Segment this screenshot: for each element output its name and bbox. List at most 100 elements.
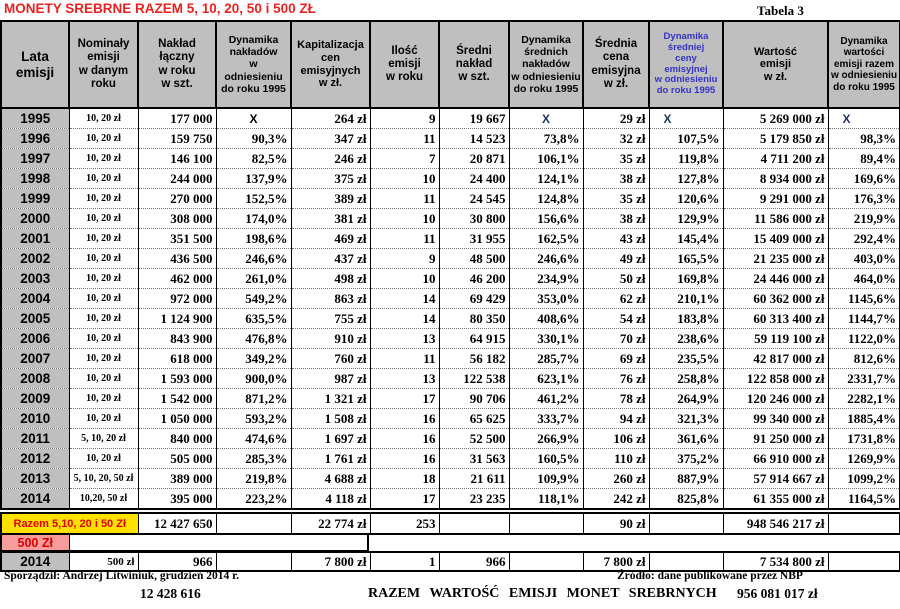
data-cell: 349,2% <box>215 348 291 369</box>
data-cell: 618 000 <box>137 348 216 369</box>
year-row: 2002 10, 20 zł 436 500 246,6% 437 zł 9 48 500 2… <box>1 248 900 269</box>
data-cell <box>508 552 583 571</box>
year-cell: 2014 <box>1 552 69 571</box>
year-row: 2005 10, 20 zł 1 124 900 635,5% 755 zł 14 80 3… <box>1 308 900 329</box>
data-cell: 177 000 <box>137 108 216 129</box>
data-cell: 70 zł <box>582 328 649 349</box>
data-cell: 1 321 zł <box>290 388 370 409</box>
data-cell: 347 zł <box>290 128 370 149</box>
data-cell: 1885,4% <box>827 408 900 429</box>
data-cell: 59 119 100 zł <box>722 328 828 349</box>
data-cell: 31 955 <box>438 228 509 249</box>
year-row: 2011 5, 10, 20 zł 840 000 474,6% 1 697 zł 16 5… <box>1 428 900 449</box>
data-cell: 11 <box>369 128 439 149</box>
year-row: 2006 10, 20 zł 843 900 476,8% 910 zł 13 64 915… <box>1 328 900 349</box>
data-cell: 843 900 <box>137 328 216 349</box>
data-cell <box>827 552 900 571</box>
data-cell: 21 235 000 zł <box>722 248 828 269</box>
data-cell: 91 250 000 zł <box>722 428 828 449</box>
data-cell: 10, 20 zł <box>68 148 138 169</box>
data-cell: 10, 20 zł <box>68 108 138 129</box>
year-cell: 2008 <box>1 368 69 389</box>
year-row: 2001 10, 20 zł 351 500 198,6% 469 zł 11 31 955… <box>1 228 900 249</box>
data-cell: 812,6% <box>827 348 900 369</box>
data-cell: 505 000 <box>137 448 216 469</box>
data-cell: 13 <box>369 328 439 349</box>
data-cell: 10 <box>369 208 439 229</box>
data-cell: 98,3% <box>827 128 900 149</box>
year-row: 1999 10, 20 zł 270 000 152,5% 389 zł 11 24 545… <box>1 188 900 209</box>
data-cell: 5, 10, 20 zł <box>68 428 138 449</box>
data-cell: 8 934 000 zł <box>722 168 828 189</box>
column-header: Ilość emisji w roku <box>369 20 440 109</box>
source-note: Źródło: dane publikowane przez NBP <box>617 570 803 582</box>
summary-cell: 90 zł <box>582 513 650 534</box>
data-cell: 381 zł <box>290 208 370 229</box>
data-cell: 16 <box>369 428 439 449</box>
year-cell: 2011 <box>1 428 69 449</box>
summary-cell <box>438 513 510 534</box>
data-cell: 38 zł <box>582 168 649 189</box>
data-cell: 623,1% <box>508 368 583 389</box>
data-cell: 308 000 <box>137 208 216 229</box>
data-cell: 469 zł <box>290 228 370 249</box>
data-cell: 10, 20 zł <box>68 408 138 429</box>
data-cell: 17 <box>369 488 439 509</box>
data-cell: 1 124 900 <box>137 308 216 329</box>
column-header: Średnia cena emisyjna w zł. <box>582 20 650 109</box>
data-cell: 169,6% <box>827 168 900 189</box>
year-cell: 1999 <box>1 188 69 209</box>
summary-cell: 948 546 217 zł <box>722 513 829 534</box>
data-cell: 1099,2% <box>827 468 900 489</box>
summary-cell: 22 774 zł <box>290 513 371 534</box>
data-cell: 476,8% <box>215 328 291 349</box>
column-header: Średni nakład w szt. <box>438 20 510 109</box>
year-cell: 2014 <box>1 488 69 509</box>
data-cell: 156,6% <box>508 208 583 229</box>
data-cell: 389 zł <box>290 188 370 209</box>
data-cell: 246 zł <box>290 148 370 169</box>
data-cell: 24 446 000 zł <box>722 268 828 289</box>
year-row: 2013 5, 10, 20, 50 zł 389 000 219,8% 4 688 z… <box>1 468 900 489</box>
summary-cell: 12 427 650 <box>137 513 217 534</box>
data-cell: 1 542 000 <box>137 388 216 409</box>
data-cell: 292,4% <box>827 228 900 249</box>
column-header: Nakład łączny w roku w szt. <box>137 20 217 109</box>
data-cell: 109,9% <box>508 468 583 489</box>
year-cell: 1998 <box>1 168 69 189</box>
data-cell: 14 <box>369 288 439 309</box>
data-cell: 10, 20 zł <box>68 288 138 309</box>
data-cell: 29 zł <box>582 108 649 129</box>
data-cell: 5 269 000 zł <box>722 108 828 129</box>
data-cell: 635,5% <box>215 308 291 329</box>
data-cell: 351 500 <box>137 228 216 249</box>
data-cell: 9 <box>369 108 439 129</box>
data-cell: 24 545 <box>438 188 509 209</box>
data-cell: 260 zł <box>582 468 649 489</box>
year-row: 2003 10, 20 zł 462 000 261,0% 498 zł 10 46 200… <box>1 268 900 289</box>
data-cell: 106 zł <box>582 428 649 449</box>
data-cell: 11 <box>369 228 439 249</box>
data-cell: 152,5% <box>215 188 291 209</box>
data-cell: 162,5% <box>508 228 583 249</box>
data-cell: 285,3% <box>215 448 291 469</box>
data-cell: 1 508 zł <box>290 408 370 429</box>
column-header: Dynamika nakładów w odniesieniu do roku … <box>215 20 292 109</box>
data-cell: 73,8% <box>508 128 583 149</box>
data-cell <box>648 552 723 571</box>
data-cell: 408,6% <box>508 308 583 329</box>
data-cell: 35 zł <box>582 148 649 169</box>
data-cell: 183,8% <box>648 308 723 329</box>
data-cell: 43 zł <box>582 228 649 249</box>
data-cell: 436 500 <box>137 248 216 269</box>
data-cell: 966 <box>137 552 216 571</box>
band-500-row: 500 Zł <box>1 534 368 551</box>
column-header: Kapitalizacja cen emisyjnych w zł. <box>290 20 371 109</box>
year-row: 1996 10, 20 zł 159 750 90,3% 347 zł 11 14 523 7… <box>1 128 900 149</box>
data-cell: 129,9% <box>648 208 723 229</box>
total-mintage-value: 12 428 616 <box>140 586 201 601</box>
data-cell: X <box>215 108 291 129</box>
data-cell: 76 zł <box>582 368 649 389</box>
data-cell: 159 750 <box>137 128 216 149</box>
data-cell: 64 915 <box>438 328 509 349</box>
